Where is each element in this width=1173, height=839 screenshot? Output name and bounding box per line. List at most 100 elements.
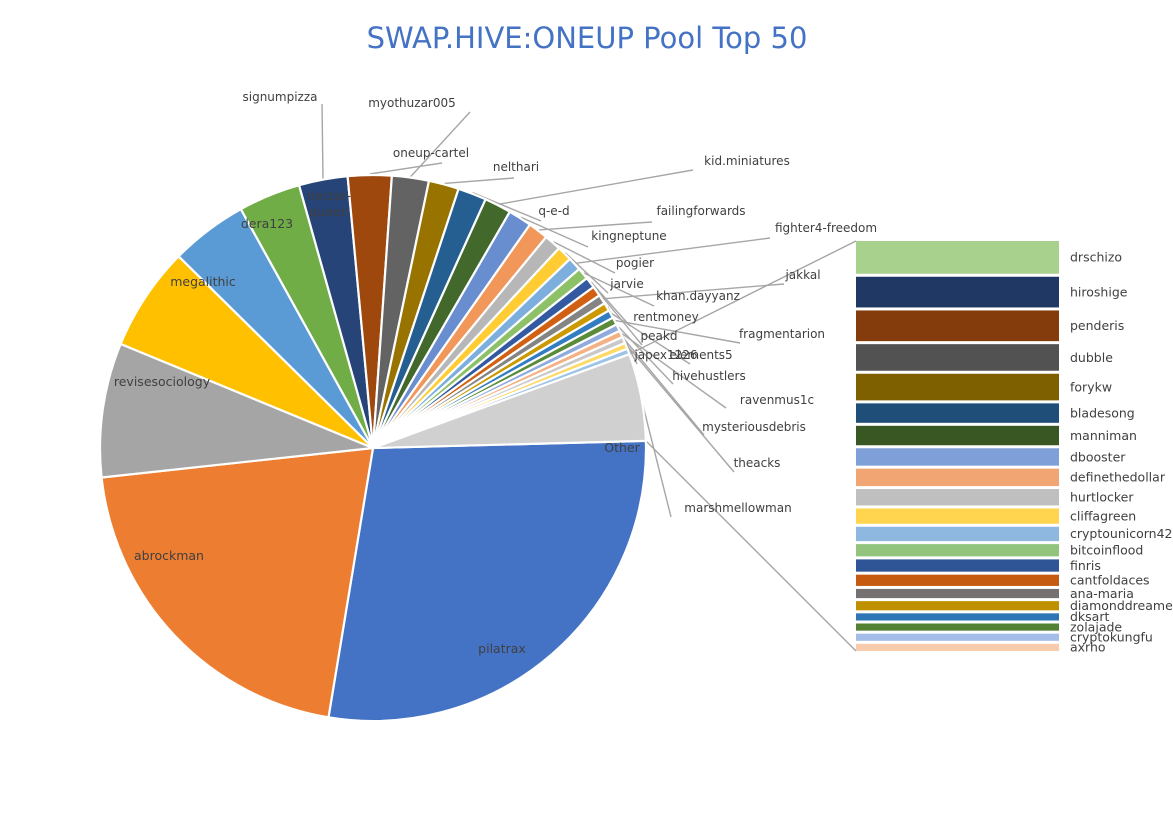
other-label-bladesong: bladesong bbox=[1070, 405, 1135, 420]
other-label-definethedollar: definethedollar bbox=[1070, 470, 1166, 485]
other-segment-axrho bbox=[856, 643, 1059, 651]
other-segment-manniman bbox=[856, 425, 1059, 446]
other-segment-drschizo bbox=[856, 241, 1059, 274]
other-label-finris: finris bbox=[1070, 558, 1101, 573]
data-label-signumpizza: signumpizza bbox=[242, 90, 317, 104]
other-segment-penderis bbox=[856, 310, 1059, 342]
data-label-pogier: pogier bbox=[616, 256, 654, 270]
other-label-cliffagreen: cliffagreen bbox=[1070, 508, 1136, 523]
data-label-peakd: peakd bbox=[641, 329, 678, 343]
other-segment-diamonddreamer bbox=[856, 601, 1059, 611]
leader-jarvie bbox=[564, 252, 609, 294]
other-label-bitcoinflood: bitcoinflood bbox=[1070, 543, 1143, 558]
other-segment-bitcoinflood bbox=[856, 544, 1059, 557]
leader-signumpizza bbox=[321, 103, 324, 179]
other-segment-forykw bbox=[856, 373, 1059, 401]
other-label-dbooster: dbooster bbox=[1070, 449, 1126, 464]
data-label-elements5: elements5 bbox=[669, 348, 732, 362]
other-segment-cryptokungfu bbox=[856, 633, 1059, 641]
other-segment-definethedollar bbox=[856, 468, 1059, 487]
leader-oneup-cartel bbox=[369, 162, 443, 175]
other-connector-bottom bbox=[645, 440, 857, 652]
leader-rentmoney bbox=[590, 281, 631, 327]
data-label-fighter4-freedom: fighter4-freedom bbox=[775, 221, 877, 235]
leader-pogier bbox=[553, 241, 616, 274]
leader-peakd bbox=[596, 290, 643, 346]
other-label-hiroshige: hiroshige bbox=[1070, 284, 1128, 299]
data-label-nelthari: nelthari bbox=[493, 160, 539, 174]
other-segment-dbooster bbox=[856, 448, 1059, 466]
chart-title: SWAP.HIVE:ONEUP Pool Top 50 bbox=[367, 21, 808, 55]
other-segment-cantfoldaces bbox=[856, 574, 1059, 586]
other-label-cryptounicorn420: cryptounicorn420 bbox=[1070, 526, 1173, 541]
leader-fighter4-freedom bbox=[575, 237, 771, 264]
other-label-diamonddreamer: diamonddreamer bbox=[1070, 598, 1173, 613]
data-label-theacks: theacks bbox=[734, 456, 781, 470]
data-label-pilatrax: pilatrax bbox=[478, 641, 526, 656]
pie-slice-other bbox=[372, 352, 648, 450]
other-connector-top bbox=[629, 240, 857, 355]
data-label-abrockman: abrockman bbox=[134, 548, 204, 563]
data-label-nectar-queen: nectar-queen bbox=[307, 188, 351, 219]
other-label-dubble: dubble bbox=[1070, 350, 1113, 365]
data-label-ravenmus1c: ravenmus1c bbox=[740, 393, 814, 407]
leader-myothuzar005 bbox=[410, 111, 471, 178]
data-label-revisesociology: revisesociology bbox=[114, 374, 211, 389]
data-label-failingforwards: failingforwards bbox=[656, 204, 745, 218]
other-label-hurtlocker: hurtlocker bbox=[1070, 490, 1134, 505]
other-label-penderis: penderis bbox=[1070, 318, 1124, 333]
data-label-myothuzar005: myothuzar005 bbox=[368, 96, 456, 110]
other-segment-ana-maria bbox=[856, 588, 1059, 599]
pie-slice-pilatrax bbox=[327, 439, 648, 723]
data-label-dera123: dera123 bbox=[241, 216, 293, 231]
leader-kid-miniatures bbox=[498, 169, 694, 205]
data-label-jarvie: jarvie bbox=[609, 277, 643, 291]
leader-nelthari bbox=[444, 177, 515, 185]
data-label-megalithic: megalithic bbox=[170, 274, 236, 289]
data-labels: pilatrax abrockman revisesociology megalith… bbox=[114, 90, 877, 656]
leader-ravenmus1c bbox=[621, 333, 727, 409]
data-label-khan-dayyanz: khan.dayyanz bbox=[656, 289, 740, 303]
other-label-cantfoldaces: cantfoldaces bbox=[1070, 573, 1150, 588]
data-label-kid-miniatures: kid.miniatures bbox=[704, 154, 790, 168]
other-segment-zolajade bbox=[856, 623, 1059, 631]
other-label-ana-maria: ana-maria bbox=[1070, 586, 1134, 601]
other-segment-bladesong bbox=[856, 403, 1059, 423]
leader-jakkal bbox=[602, 283, 785, 300]
data-label-other: Other bbox=[604, 440, 640, 455]
other-segment-hiroshige bbox=[856, 276, 1059, 308]
data-label-mysteriousdebris: mysteriousdebris bbox=[702, 420, 806, 434]
other-segment-dksart bbox=[856, 613, 1059, 621]
other-label-cryptokungfu: cryptokungfu bbox=[1070, 630, 1153, 645]
pie-slice-abrockman bbox=[100, 446, 375, 719]
leader-kingneptune bbox=[520, 216, 589, 248]
other-segment-finris bbox=[856, 559, 1059, 572]
data-label-marshmellowman: marshmellowman bbox=[684, 501, 791, 515]
pie-slices bbox=[98, 173, 648, 723]
leader-mysteriousdebris bbox=[624, 339, 705, 436]
other-label-forykw: forykw bbox=[1070, 379, 1112, 394]
leader-fragmentarion bbox=[615, 319, 741, 344]
leader-hivehustlers bbox=[618, 326, 674, 385]
other-label-drschizo: drschizo bbox=[1070, 250, 1122, 265]
other-segment-dubble bbox=[856, 344, 1059, 371]
data-label-japex1226: japex1226 bbox=[633, 348, 697, 362]
data-label-q-e-d: q-e-d bbox=[538, 204, 569, 218]
other-segment-cryptounicorn420 bbox=[856, 526, 1059, 542]
data-label-fragmentarion: fragmentarion bbox=[739, 327, 825, 341]
data-label-oneup-cartel: oneup-cartel bbox=[393, 146, 469, 160]
leader-khan-dayyanz bbox=[583, 272, 655, 307]
leader-failingforwards bbox=[538, 221, 653, 231]
leader-theacks bbox=[626, 345, 735, 473]
other-label-dksart: dksart bbox=[1070, 609, 1109, 624]
other-label-manniman: manniman bbox=[1070, 428, 1137, 443]
data-label-jakkal: jakkal bbox=[784, 268, 820, 282]
other-segment-hurtlocker bbox=[856, 489, 1059, 506]
data-label-rentmoney: rentmoney bbox=[633, 310, 698, 324]
other-label-zolajade: zolajade bbox=[1070, 619, 1122, 634]
data-label-hivehustlers: hivehustlers bbox=[672, 369, 746, 383]
pie-slice-revisesociology bbox=[98, 342, 374, 479]
data-label-kingneptune: kingneptune bbox=[591, 229, 666, 243]
other-label-axrho: axrho bbox=[1070, 640, 1106, 655]
